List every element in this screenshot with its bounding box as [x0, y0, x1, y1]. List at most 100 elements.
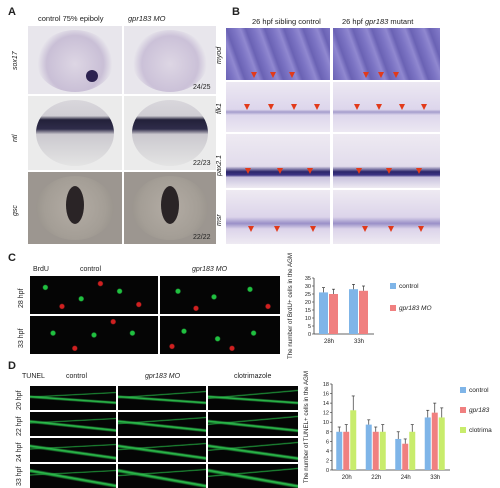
panel-d-col3-header: clotrimazole — [234, 373, 272, 380]
panel-a-score-ntl: 22/23 — [193, 160, 211, 167]
tunel-chart-y-tick-label: 4 — [326, 449, 329, 455]
panel-b-col2-gene: gpr183 — [364, 17, 389, 26]
panel-a-image-ntl-control — [28, 96, 122, 170]
panel-c-row-28hpf: 28 hpf — [18, 288, 25, 308]
panel-b-image-msr-control — [226, 190, 330, 244]
panel-c-col2-header: gpr183 MO — [192, 266, 228, 273]
brdu-chart-legend-swatch — [390, 305, 396, 311]
panel-d-row-20hpf: 20 hpf — [16, 390, 23, 410]
tunel-chart-legend-entry: control — [469, 387, 489, 394]
panel-b-gene-myod: myod — [216, 46, 223, 64]
tunel-chart-y-tick-label: 6 — [326, 439, 329, 445]
panel-d-image-tile — [118, 464, 206, 488]
brdu-chart-y-tick-label: 15 — [305, 308, 311, 314]
tunel-chart-y-tick-label: 8 — [326, 430, 329, 436]
panel-a-col2-header: gpr183 MO — [128, 14, 166, 23]
panel-b-col2-header: 26 hpf gpr183 mutant — [342, 17, 413, 26]
panel-d-image-tile — [118, 438, 206, 462]
tunel-chart-bar — [379, 431, 386, 470]
brdu-chart-legend-swatch — [390, 283, 396, 289]
brdu-chart-y-tick-label: 25 — [305, 292, 311, 298]
panel-d-row-24hpf: 24 hpf — [16, 442, 23, 462]
panel-d-col1-header: control — [66, 373, 88, 380]
tunel-chart-y-tick-label: 16 — [323, 392, 329, 398]
tunel-chart-bar — [438, 417, 445, 470]
panel-b-gene-pax21: pax2.1 — [216, 154, 223, 176]
panel-d-image-tile — [118, 412, 206, 436]
panel-a-image-sox17-control — [28, 26, 122, 94]
panel-b-image-myod-mutant — [333, 28, 440, 80]
panel-b-col2-suffix: mutant — [390, 17, 414, 26]
brdu-chart-bar — [319, 292, 328, 334]
panel-c-image-28-control — [30, 276, 158, 314]
tunel-chart-bar — [395, 438, 402, 470]
panel-b-col1-header: 26 hpf sibling control — [252, 17, 321, 26]
tunel-chart-legend-swatch — [460, 407, 466, 413]
panel-c-image-28-mo — [160, 276, 280, 314]
panel-d-image-tile — [208, 412, 298, 436]
tunel-chart-legend-swatch — [460, 387, 466, 393]
tunel-chart-bar — [424, 417, 431, 470]
panel-d-stain-label: TUNEL — [22, 373, 45, 380]
panel-c-row-33hpf: 33 hpf — [18, 328, 25, 348]
brdu-chart-x-tick-label: 33h — [354, 339, 364, 345]
panel-b-label: B — [232, 6, 240, 18]
tunel-chart-bar — [431, 412, 438, 470]
tunel-chart-y-axis-label: The number of TUNEL+ cells in the AGM — [303, 371, 310, 483]
tunel-chart-bar — [350, 410, 357, 470]
brdu-chart-bar — [329, 294, 338, 334]
panel-b-image-pax21-control — [226, 134, 330, 188]
brdu-chart-y-axis-label: The number of BrdU+ cells in the AGM — [287, 253, 294, 359]
panel-d-image-tile — [208, 386, 298, 410]
panel-d-label: D — [8, 360, 16, 372]
panel-d-row-33hpf: 33 hpf — [16, 466, 23, 486]
panel-d-image-tile — [30, 386, 116, 410]
tunel-chart-y-tick-label: 18 — [323, 382, 329, 388]
panel-d-chart: 0 2 4 6 8 10 12 14 16 18 20h 22h 24h 33h The number of… — [303, 371, 492, 483]
brdu-chart-y-tick-label: 0 — [308, 332, 311, 338]
panel-c-image-33-mo — [160, 316, 280, 354]
brdu-chart-y-tick-label: 5 — [308, 324, 311, 330]
panel-a-image-sox17-mo — [124, 26, 216, 94]
panel-a-gene-gsc: gsc — [12, 205, 19, 216]
brdu-chart-y-tick-label: 10 — [305, 316, 311, 322]
brdu-chart-y-tick-label: 30 — [305, 284, 311, 290]
panel-b-image-msr-mutant — [333, 190, 440, 244]
tunel-chart-legend-swatch — [460, 427, 466, 433]
tunel-chart-legend-entry: gpr183 — [469, 407, 490, 414]
panel-c-stain-label: BrdU — [33, 266, 49, 273]
tunel-chart-y-tick-label: 12 — [323, 411, 329, 417]
panel-a-col1-header: control 75% epiboly — [38, 14, 104, 23]
brdu-chart-x-tick-label: 28h — [324, 339, 334, 345]
panel-b-col2-prefix: 26 hpf — [342, 17, 363, 26]
panel-b-gene-flk1: flk1 — [216, 103, 223, 114]
tunel-chart-bar — [402, 443, 409, 470]
tunel-chart-y-tick-label: 14 — [323, 401, 329, 407]
tunel-chart-y-tick-label: 0 — [326, 468, 329, 474]
tunel-chart-y-tick-label: 2 — [326, 458, 329, 464]
panel-c-col1-header: control — [80, 266, 102, 273]
panel-c-label: C — [8, 252, 16, 264]
panel-d-image-tile — [30, 464, 116, 488]
tunel-chart-legend-entry: clotrima — [469, 427, 492, 434]
panel-c-chart: 0 5 10 15 20 25 30 35 28h 33h The number of BrdU+ … — [287, 253, 432, 359]
panel-a-label: A — [8, 6, 16, 18]
tunel-chart-bar — [336, 431, 343, 470]
tunel-chart-y-tick-label: 10 — [323, 420, 329, 426]
panel-a-gene-ntl: ntl — [12, 134, 19, 142]
panel-d-image-tile — [208, 464, 298, 488]
panel-a-image-gsc-mo — [124, 172, 216, 244]
panel-a-image-gsc-control — [28, 172, 122, 244]
tunel-chart-x-tick-label: 22h — [371, 475, 381, 481]
panel-b-gene-msr: msr — [216, 214, 223, 226]
brdu-chart-legend-entry: control — [399, 283, 419, 290]
panel-d-col2-header: gpr183 MO — [145, 373, 181, 380]
tunel-chart-bar — [365, 424, 372, 470]
tunel-chart-bar — [372, 431, 379, 470]
panel-b-image-pax21-mutant — [333, 134, 440, 188]
panel-a-score-gsc: 22/22 — [193, 234, 211, 241]
brdu-chart-bar — [359, 290, 368, 334]
tunel-chart-x-tick-label: 33h — [430, 475, 440, 481]
brdu-chart-y-tick-label: 20 — [305, 300, 311, 306]
panel-a-score-sox17: 24/25 — [193, 84, 211, 91]
